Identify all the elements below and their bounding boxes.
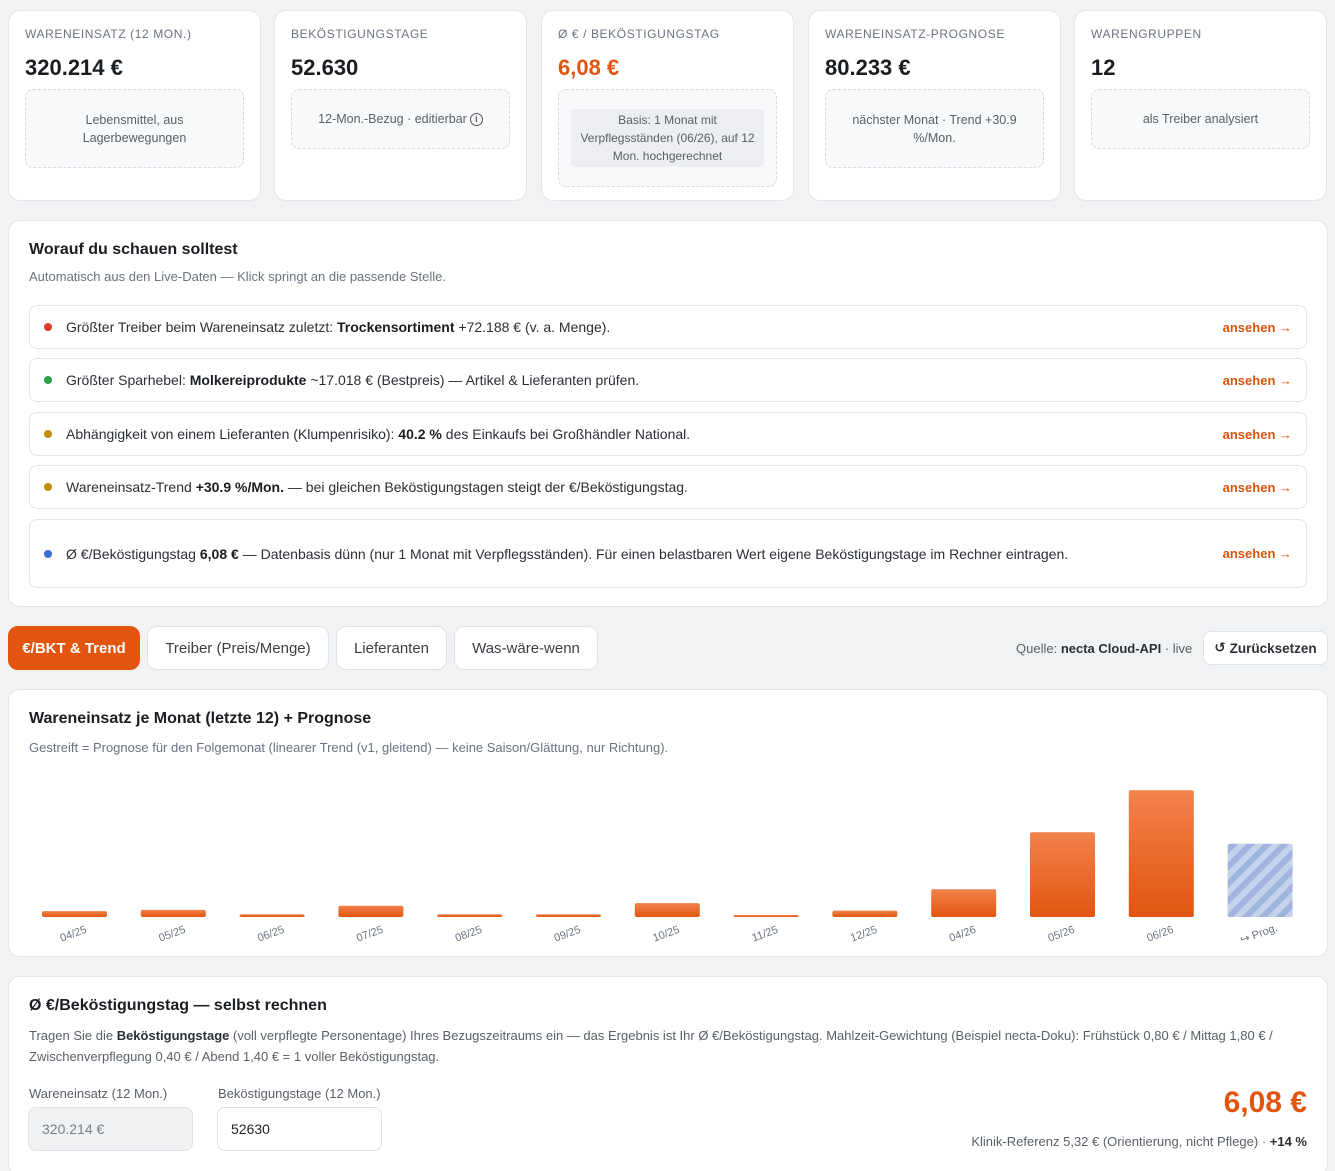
x-tick-label: 08/25 [454, 924, 484, 945]
reference-line: Klinik-Referenz 5,32 € (Orientierung, ni… [971, 1134, 1307, 1149]
forecast-bar[interactable] [1227, 843, 1293, 917]
bekoestigungstage-field-label: Beköstigungstage (12 Mon.) [218, 1086, 381, 1101]
chart-bar[interactable] [536, 914, 601, 917]
kpi-card-wareneinsatz: WARENEINSATZ (12 MON.) 320.214 € Lebensm… [8, 10, 261, 201]
kpi-sub: nächster Monat · Trend +30.9 %/Mon. [825, 89, 1044, 168]
x-tick-label: 04/26 [948, 924, 978, 945]
x-tick-label: 10/25 [651, 924, 681, 945]
tab-was-waere-wenn[interactable]: Was-wäre-wenn [454, 626, 598, 670]
source-label: Quelle: necta Cloud-API · live [1016, 641, 1193, 656]
chart-bar[interactable] [42, 911, 107, 917]
chart-bar[interactable] [931, 889, 997, 917]
reset-icon: ↺ [1214, 640, 1226, 655]
hint-text: Größter Sparhebel: Molkereiprodukte ~17.… [66, 372, 640, 388]
hint-link[interactable]: ansehen → [1222, 426, 1292, 442]
status-dot-icon [44, 483, 52, 491]
hint-text: Ø €/Beköstigungstag 6,08 € — Datenbasis … [66, 545, 1069, 562]
tab-lieferanten[interactable]: Lieferanten [336, 626, 447, 670]
hint-row[interactable]: Wareneinsatz-Trend +30.9 %/Mon. — bei gl… [29, 465, 1307, 509]
kpi-value: 80.233 € [825, 55, 911, 80]
kpi-label: Ø € / BEKÖSTIGUNGSTAG [558, 27, 720, 41]
kpi-card-eur-per-bkt: Ø € / BEKÖSTIGUNGSTAG 6,08 € Basis: 1 Mo… [541, 10, 794, 201]
kpi-sub: als Treiber analysiert [1091, 89, 1310, 149]
kpi-sub: Lebensmittel, aus Lagerbewegungen [25, 89, 244, 168]
info-icon[interactable]: i [469, 112, 483, 126]
kpi-card-bekoestigungstage: BEKÖSTIGUNGSTAGE 52.630 12-Mon.-Bezug · … [274, 10, 527, 201]
kpi-sub-note: Basis: 1 Monat mit Verpflegsständen (06/… [571, 109, 764, 167]
status-dot-icon [44, 430, 52, 438]
x-tick-label: 06/25 [256, 924, 286, 945]
hint-row[interactable]: Abhängigkeit von einem Lieferanten (Klum… [29, 412, 1307, 456]
hint-link[interactable]: ansehen → [1222, 319, 1292, 335]
calc-description: Tragen Sie die Beköstigungstage (voll ve… [29, 1028, 1273, 1064]
hint-row[interactable]: Ø €/Beköstigungstag 6,08 € — Datenbasis … [29, 519, 1307, 588]
kpi-value: 12 [1091, 55, 1116, 80]
hints-subtitle: Automatisch aus den Live-Daten — Klick s… [29, 269, 446, 284]
x-tick-label: 05/25 [157, 924, 187, 945]
bar-chart: 04/25 05/25 06/25 07/25 08/25 09/25 10/25 11/25… [42, 790, 1293, 946]
chart-bar[interactable] [832, 910, 898, 917]
bekoestigungstage-input[interactable]: 52630 [217, 1107, 382, 1151]
tab-bkt-trend[interactable]: €/BKT & Trend [8, 626, 140, 670]
chart-bar[interactable] [338, 905, 404, 917]
status-dot-icon [44, 376, 52, 384]
kpi-sub: Basis: 1 Monat mit Verpflegsständen (06/… [558, 89, 777, 187]
kpi-card-warengruppen: WARENGRUPPEN 12 als Treiber analysiert [1074, 10, 1327, 201]
x-tick-label: 06/26 [1145, 924, 1175, 945]
chart-bar[interactable] [1030, 832, 1095, 917]
kpi-label: WARENEINSATZ-PROGNOSE [825, 27, 1005, 41]
kpi-label: WARENEINSATZ (12 MON.) [25, 27, 192, 41]
tab-treiber[interactable]: Treiber (Preis/Menge) [147, 626, 329, 670]
hints-panel: Worauf du schauen solltest Automatisch a… [8, 220, 1328, 607]
hints-title: Worauf du schauen solltest [29, 241, 238, 258]
hint-link[interactable]: ansehen → [1222, 479, 1292, 495]
hint-text: Wareneinsatz-Trend +30.9 %/Mon. — bei gl… [66, 479, 688, 495]
kpi-card-prognose: WARENEINSATZ-PROGNOSE 80.233 € nächster … [808, 10, 1061, 201]
hint-link[interactable]: ansehen → [1222, 546, 1292, 561]
calc-title: Ø €/Beköstigungstag — selbst rechnen [29, 997, 327, 1014]
x-tick-label: 04/25 [58, 924, 88, 945]
chart-bar[interactable] [437, 914, 503, 917]
chart-panel: Wareneinsatz je Monat (letzte 12) + Prog… [8, 689, 1328, 957]
x-tick-label: 05/26 [1046, 924, 1076, 945]
kpi-sub: 12-Mon.-Bezug · editierbar i [291, 89, 510, 149]
reset-label: Zurücksetzen [1229, 640, 1317, 656]
chart-bar[interactable] [733, 915, 799, 917]
wareneinsatz-field-label: Wareneinsatz (12 Mon.) [29, 1086, 168, 1101]
x-tick-label: 11/25 [750, 924, 779, 944]
hint-text: Abhängigkeit von einem Lieferanten (Klum… [66, 426, 691, 442]
x-tick-label: 12/25 [849, 924, 879, 945]
hint-row[interactable]: Größter Treiber beim Wareneinsatz zuletz… [29, 305, 1307, 349]
chart-subtitle: Gestreift = Prognose für den Folgemonat … [29, 740, 669, 755]
kpi-sub-text: 12-Mon.-Bezug · editierbar [318, 112, 467, 126]
chart-bar[interactable] [140, 909, 206, 917]
chart-bar[interactable] [1128, 790, 1194, 917]
kpi-value: 52.630 [291, 55, 359, 80]
chart-bar[interactable] [239, 914, 305, 917]
x-tick-label: 07/25 [355, 924, 385, 945]
x-tick-label: ↪ Prog. [1239, 922, 1279, 946]
kpi-value: 6,08 € [558, 55, 620, 80]
calc-result: 6,08 € [1223, 1086, 1307, 1119]
kpi-value: 320.214 € [25, 55, 123, 80]
chart-bar[interactable] [634, 903, 700, 917]
status-dot-icon [44, 323, 52, 331]
hint-link[interactable]: ansehen → [1222, 372, 1292, 388]
hint-text: Größter Treiber beim Wareneinsatz zuletz… [66, 319, 611, 335]
kpi-label: WARENGRUPPEN [1091, 27, 1202, 41]
x-tick-label: 09/25 [552, 924, 582, 945]
wareneinsatz-field: 320.214 € [28, 1107, 193, 1151]
kpi-label: BEKÖSTIGUNGSTAGE [291, 27, 429, 41]
reset-button[interactable]: ↺ Zurücksetzen [1203, 631, 1328, 665]
status-dot-icon [44, 549, 52, 558]
hint-row[interactable]: Größter Sparhebel: Molkereiprodukte ~17.… [29, 358, 1307, 402]
chart-title: Wareneinsatz je Monat (letzte 12) + Prog… [29, 710, 372, 727]
